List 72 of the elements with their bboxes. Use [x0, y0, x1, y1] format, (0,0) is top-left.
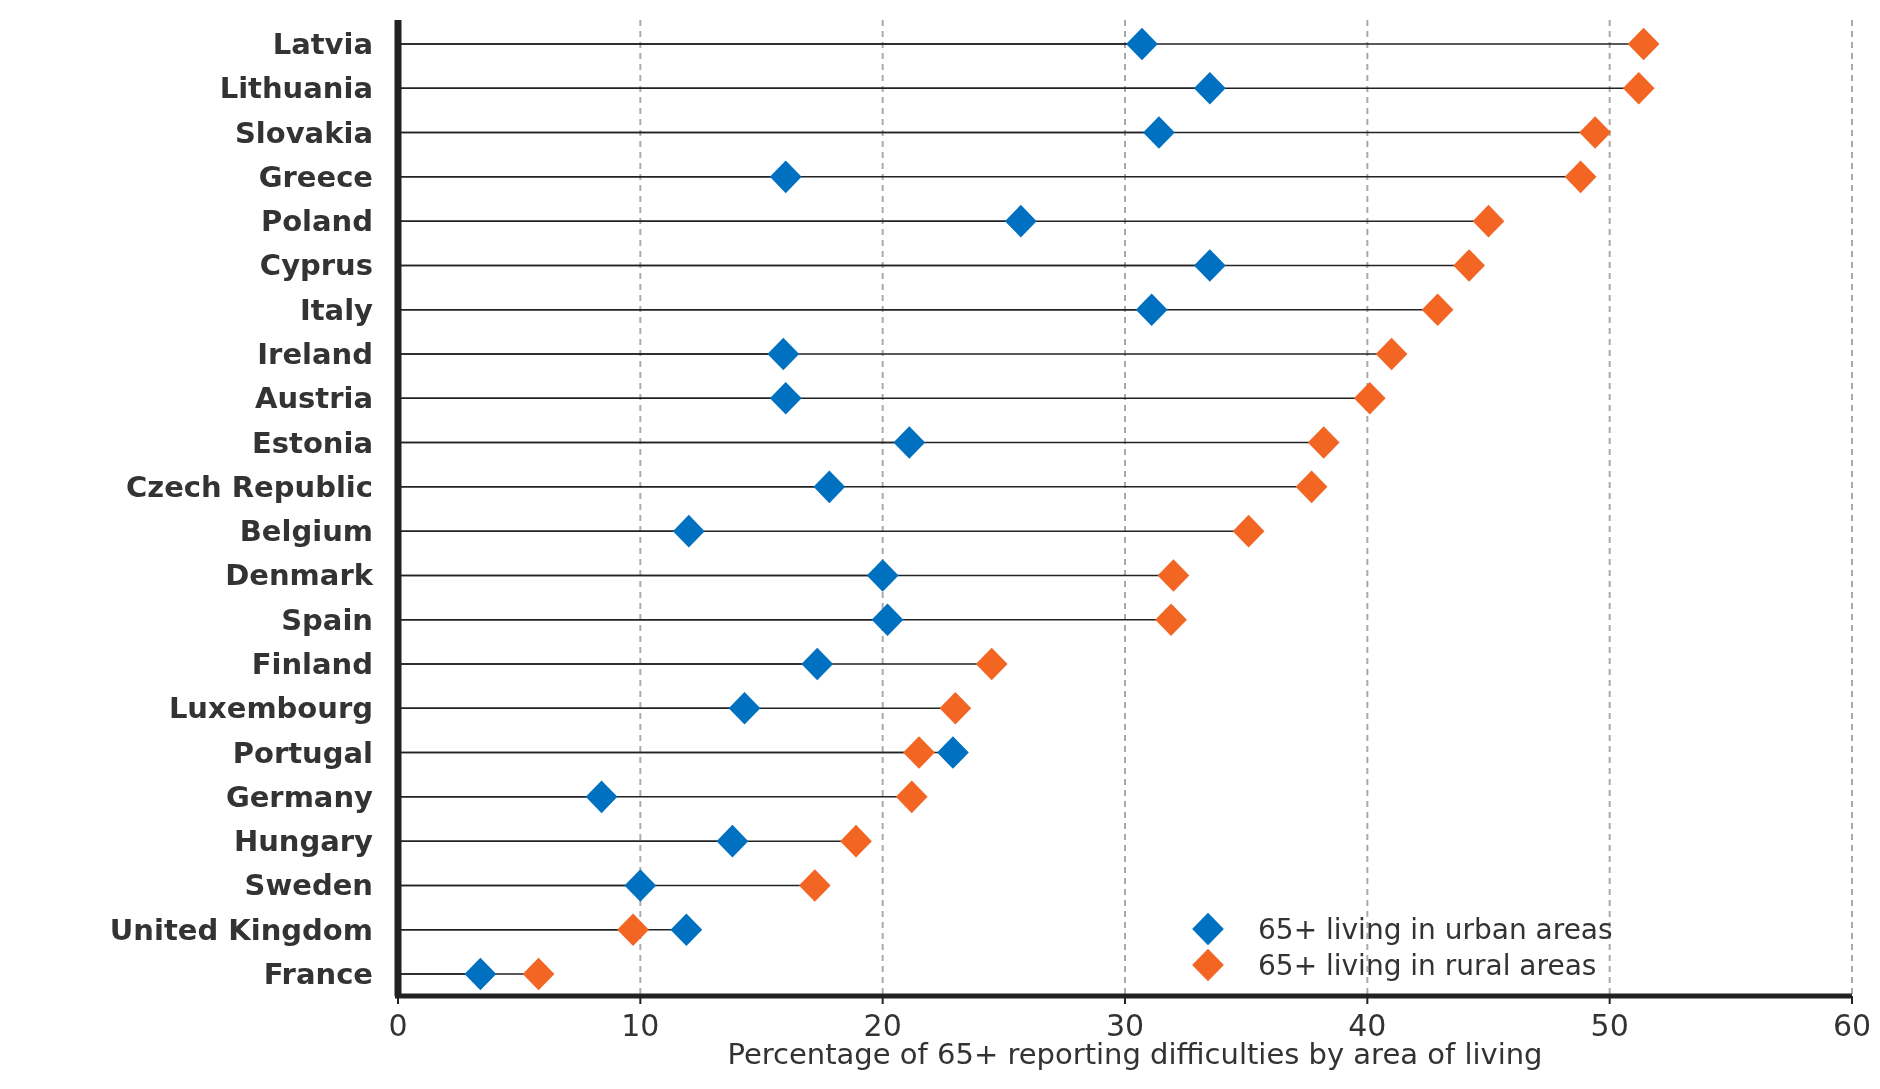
y-tick-label: Ireland [257, 337, 373, 371]
y-tick-label: Greece [258, 159, 373, 194]
point [866, 559, 899, 592]
y-tick-label: Cyprus [259, 248, 373, 283]
y-tick-label: Latvia [272, 27, 373, 61]
point [1421, 293, 1454, 327]
point [813, 470, 846, 504]
point [670, 913, 703, 947]
y-tick-label: Poland [260, 204, 373, 239]
y-tick-label: Czech Republic [126, 469, 373, 504]
point [1193, 249, 1226, 282]
point [522, 957, 555, 991]
x-tick-label: 10 [621, 1008, 660, 1043]
point [1193, 71, 1226, 105]
point [798, 869, 831, 902]
point [464, 957, 497, 991]
y-tick-label: Germany [225, 779, 374, 814]
point [1155, 603, 1187, 637]
y-tick-label: Spain [281, 602, 373, 637]
y-tick-label: Slovakia [234, 115, 373, 150]
point [769, 160, 802, 194]
legend-label: 65+ living in rural areas [1258, 949, 1597, 982]
y-tick-label: Portugal [232, 735, 373, 770]
y-tick-label: Sweden [244, 868, 373, 903]
point [1143, 116, 1175, 149]
point [1453, 249, 1485, 282]
point [767, 337, 800, 371]
y-tick-label: Finland [251, 647, 373, 681]
y-tick-label: United Kingdom [109, 912, 373, 947]
point [1353, 381, 1386, 415]
point [1564, 160, 1597, 194]
point [672, 514, 705, 548]
x-tick-label: 0 [388, 1008, 408, 1043]
y-tick-label: Estonia [251, 425, 373, 460]
point [903, 736, 935, 769]
point [840, 824, 872, 858]
legend-label: 65+ living in urban areas [1258, 913, 1613, 946]
point [1004, 204, 1037, 238]
y-tick-label: Belgium [239, 514, 373, 549]
point [1375, 337, 1408, 371]
y-tick-label: Lithuania [219, 71, 373, 106]
point [1135, 293, 1168, 327]
point [1126, 27, 1158, 61]
point [1295, 470, 1328, 504]
point [716, 824, 749, 858]
point [617, 913, 649, 947]
point [893, 426, 926, 459]
point [1472, 204, 1505, 238]
point [895, 780, 928, 814]
point [728, 691, 761, 725]
point [937, 736, 969, 769]
point [1627, 27, 1660, 61]
y-tick-label: France [263, 957, 373, 991]
y-tick-label: Denmark [225, 558, 374, 593]
y-tick-label: Hungary [233, 824, 374, 859]
point [1579, 116, 1611, 149]
point [1622, 71, 1655, 105]
point [769, 381, 802, 415]
point [585, 780, 618, 814]
y-tick-label: Italy [299, 292, 374, 327]
point [975, 647, 1008, 681]
point [624, 869, 657, 902]
point [1157, 559, 1190, 592]
point [871, 603, 904, 637]
x-tick-label: 50 [1590, 1008, 1629, 1043]
point [939, 691, 972, 725]
x-tick-label: 60 [1832, 1008, 1872, 1043]
point [801, 647, 834, 681]
y-tick-label: Austria [254, 381, 373, 416]
point [1232, 514, 1265, 548]
point [1307, 426, 1340, 459]
y-tick-label: Luxembourg [168, 691, 373, 726]
